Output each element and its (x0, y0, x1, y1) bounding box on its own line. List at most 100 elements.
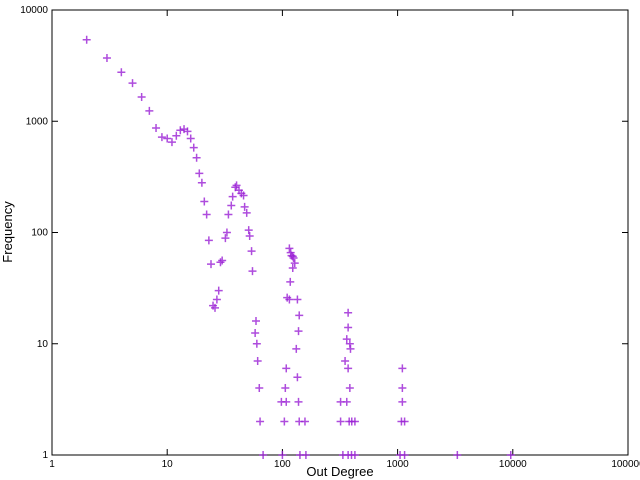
data-point (227, 201, 236, 210)
x-tick-label: 10 (162, 459, 174, 470)
data-point (240, 202, 249, 211)
data-point (145, 106, 154, 115)
y-tick-label: 1000 (26, 116, 49, 127)
data-point (288, 252, 297, 261)
data-point (167, 138, 176, 147)
x-tick-label: 10000 (499, 459, 527, 470)
data-point (183, 127, 192, 136)
data-point (247, 247, 256, 256)
data-point (280, 417, 289, 426)
data-point (245, 232, 254, 241)
data-point (172, 131, 181, 140)
data-point (176, 126, 185, 135)
data-point (350, 417, 359, 426)
data-point (214, 286, 223, 295)
data-point (137, 93, 146, 102)
data-point (290, 259, 299, 268)
data-point (259, 451, 268, 459)
data-point (506, 451, 515, 459)
y-tick-label: 10000 (20, 5, 48, 16)
data-point (283, 293, 292, 302)
data-point (204, 236, 213, 245)
data-point (344, 364, 353, 373)
data-point (128, 79, 137, 88)
x-tick-label: 100000 (611, 459, 640, 470)
data-point (346, 344, 355, 353)
data-point (253, 356, 262, 365)
data-point (300, 417, 309, 426)
data-point (244, 226, 253, 235)
data-point (242, 208, 251, 217)
data-point (286, 277, 295, 286)
data-point (336, 417, 345, 426)
data-point (398, 364, 407, 373)
data-point (336, 397, 345, 406)
x-axis-label: Out Degree (306, 464, 373, 479)
data-point (251, 328, 260, 337)
data-point (192, 153, 201, 162)
data-point (453, 451, 462, 459)
data-point (344, 451, 353, 459)
data-point (294, 397, 303, 406)
data-point (301, 451, 310, 459)
data-point (186, 134, 195, 143)
data-point (285, 244, 294, 253)
data-point (163, 134, 172, 143)
data-point (289, 253, 298, 262)
data-point (294, 327, 303, 336)
y-tick-label: 10 (37, 339, 49, 350)
data-point (216, 258, 225, 267)
data-point (102, 54, 111, 63)
data-point (400, 417, 409, 426)
data-point (218, 256, 227, 265)
data-point (282, 364, 291, 373)
data-point (281, 384, 290, 393)
data-point (232, 181, 241, 190)
data-point (292, 344, 301, 353)
x-tick-label: 100 (274, 459, 291, 470)
x-tick-label: 1 (49, 459, 55, 470)
y-tick-label: 1 (42, 450, 48, 461)
data-point (211, 303, 220, 312)
data-point (239, 191, 248, 200)
data-point (293, 373, 302, 382)
data-point (255, 384, 264, 393)
data-point (202, 210, 211, 219)
data-point (345, 384, 354, 393)
data-point (278, 451, 287, 459)
y-axis-label: Frequency (0, 201, 15, 263)
data-point (398, 384, 407, 393)
data-point (295, 311, 304, 320)
data-point (277, 397, 286, 406)
data-point (398, 397, 407, 406)
data-point (197, 178, 206, 187)
data-point (252, 339, 261, 348)
data-point (221, 234, 230, 243)
data-point (157, 133, 166, 142)
data-point (224, 210, 233, 219)
plot-frame (51, 9, 629, 456)
data-point (117, 68, 126, 77)
data-point (293, 295, 302, 304)
data-point (207, 260, 215, 269)
data-point (256, 417, 265, 426)
y-tick-label: 100 (31, 228, 48, 239)
data-point (252, 317, 261, 326)
data-point (152, 123, 161, 132)
x-tick-label: 1000 (386, 459, 409, 470)
data-point (189, 143, 198, 152)
data-point (200, 197, 209, 206)
data-point (228, 192, 237, 201)
data-point (342, 335, 351, 344)
data-point (288, 263, 297, 272)
data-point (212, 295, 221, 304)
data-point (341, 356, 350, 365)
data-point (248, 267, 257, 276)
data-point (400, 451, 409, 459)
data-point (344, 323, 353, 332)
data-point (344, 308, 353, 317)
data-point (222, 228, 231, 237)
data-point (195, 169, 204, 178)
